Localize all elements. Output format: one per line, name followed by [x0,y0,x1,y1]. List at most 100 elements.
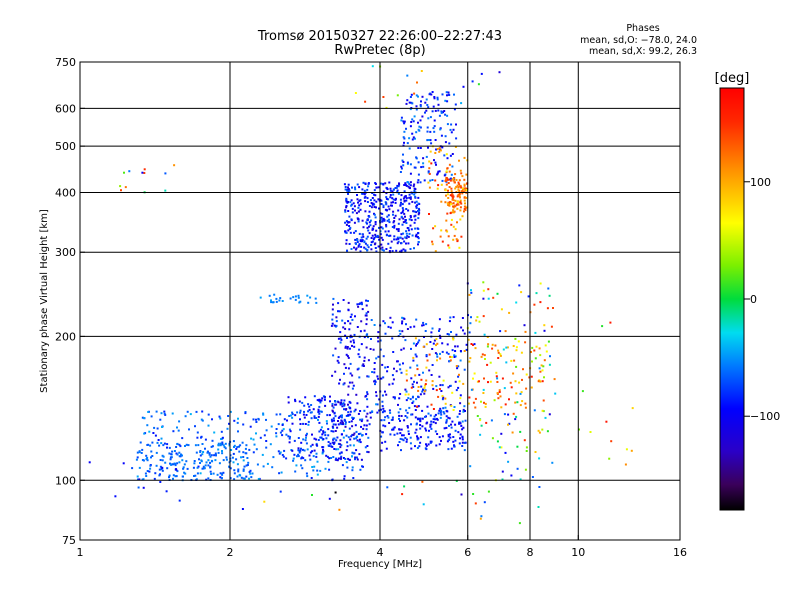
data-point [291,422,294,425]
data-point [515,365,518,368]
data-point [335,448,338,451]
data-point [543,376,545,379]
data-point [311,443,314,446]
data-point [340,338,343,341]
data-point [380,408,382,411]
data-point [399,408,402,411]
data-point [406,142,409,145]
data-point [416,368,419,371]
data-point [520,351,523,354]
data-point [406,162,409,165]
data-point [345,434,348,437]
data-point [334,400,337,403]
data-point [202,467,205,470]
data-point [344,209,347,212]
data-point [445,426,448,429]
data-point [402,209,405,212]
data-point [464,410,466,412]
data-point [353,221,356,224]
data-point [459,402,462,405]
data-point [508,311,511,314]
data-point [407,242,410,245]
data-point [411,402,414,404]
data-point [146,470,149,472]
data-point [232,440,235,443]
data-point [340,399,343,402]
data-point [321,446,324,449]
data-point [386,219,389,222]
data-point [357,433,360,435]
data-point [406,181,409,183]
data-point [356,435,359,438]
data-point [453,93,455,96]
data-point [339,439,342,442]
data-point [292,296,295,299]
data-point [214,459,217,462]
data-point [215,454,217,457]
data-point [270,301,273,304]
data-point [446,157,449,160]
data-point [350,435,353,438]
data-point [416,236,419,238]
data-point [219,472,222,475]
data-point [398,397,401,400]
data-point [412,356,415,359]
data-point [516,401,519,404]
data-point [367,246,370,249]
data-point [415,108,418,111]
data-point [380,216,383,219]
data-point [348,243,351,245]
data-point [486,363,489,366]
data-point [438,409,441,412]
data-point [150,456,152,459]
data-point [347,186,349,189]
data-point [485,421,488,424]
data-point [504,330,507,333]
data-point [376,403,379,406]
data-point [178,420,181,423]
data-point [391,321,394,324]
data-point [374,194,377,197]
data-point [150,415,153,418]
data-point [380,236,383,239]
data-point [435,389,438,392]
data-point [298,451,301,454]
data-point [427,412,430,415]
data-point [303,404,306,407]
data-point [393,224,396,227]
data-point [405,197,408,200]
data-point [339,457,342,460]
data-point [440,183,443,186]
data-point [139,441,142,444]
data-point [332,437,335,440]
data-point [174,462,176,465]
data-point [331,308,334,311]
data-point [429,441,432,444]
data-point [347,320,350,323]
data-point [351,455,353,458]
data-point [392,198,395,201]
data-point [332,297,335,300]
data-point [422,321,425,324]
data-point [454,380,457,383]
data-point [399,393,402,395]
data-point [401,159,404,162]
data-point [429,150,432,153]
data-point [360,245,363,248]
data-point [398,183,401,186]
data-point [355,212,358,215]
data-point [449,203,452,206]
data-point [347,301,350,304]
data-point [392,201,394,204]
data-point [450,131,453,134]
data-point [472,493,475,495]
data-point [450,218,453,221]
data-point [421,115,424,118]
data-point [285,433,288,436]
data-point [448,170,451,173]
data-point [406,235,409,237]
data-point [348,221,351,224]
data-point [393,235,396,238]
data-point [470,343,473,345]
data-point [344,346,347,349]
